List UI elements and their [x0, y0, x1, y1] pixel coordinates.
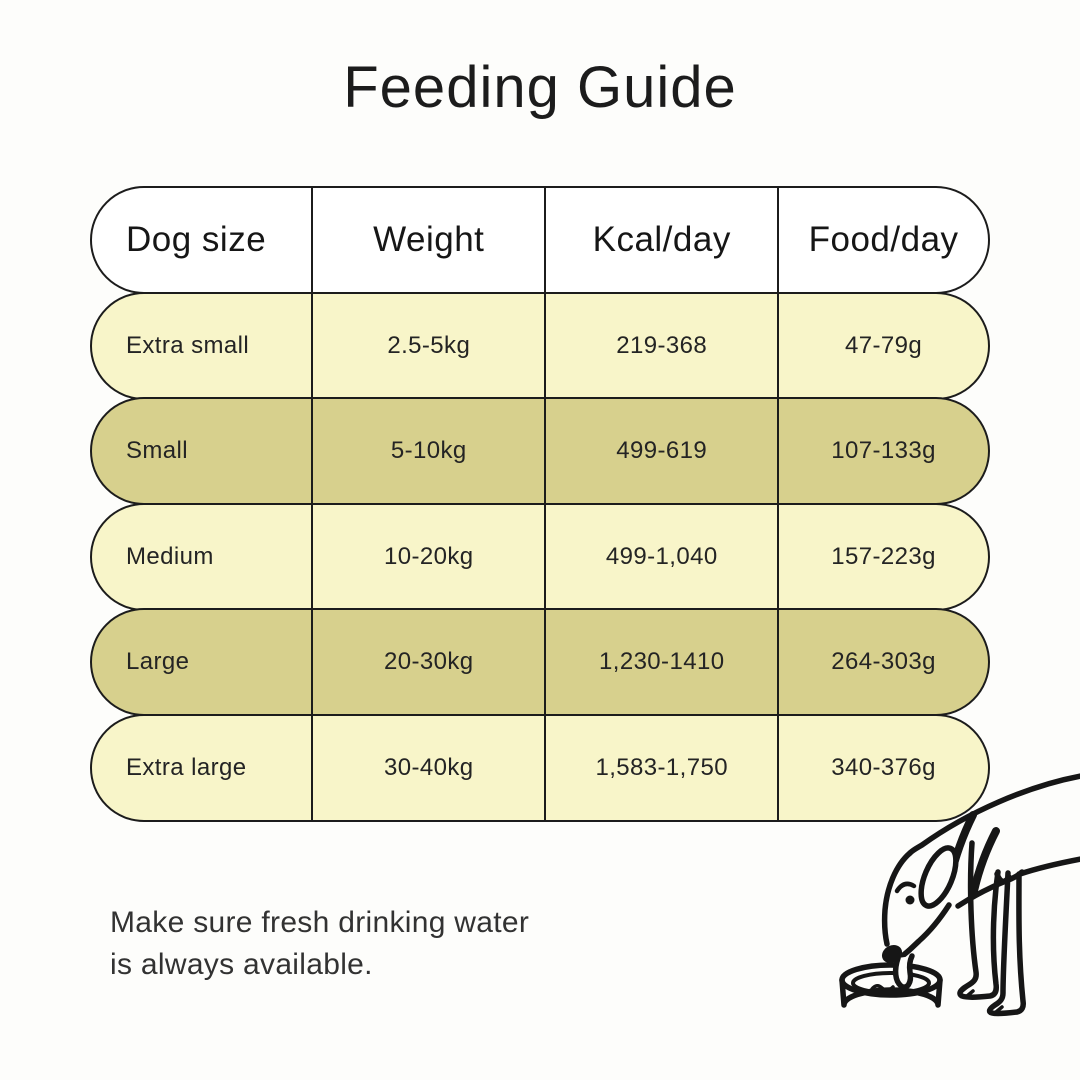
dog-cheek-line	[897, 902, 952, 961]
cell-dog-size: Large	[92, 610, 314, 714]
column-header-weight: Weight	[313, 188, 547, 292]
dog-drinking-illustration	[839, 773, 1080, 1017]
feeding-table: Dog size Weight Kcal/day Food/day Extra …	[90, 186, 990, 822]
dog-paw-toe-lines	[988, 1002, 1004, 1014]
cell-dog-size: Medium	[92, 504, 314, 609]
cell-food-day: 340-376g	[831, 753, 936, 781]
cell-weight: 30-40kg	[313, 715, 547, 820]
dog-front-leg-far	[986, 870, 1026, 1017]
column-header-kcal-day: Kcal/day	[546, 188, 780, 292]
dog-back-line	[907, 773, 1080, 856]
bowl-inner-rim	[851, 971, 931, 995]
table-header-row: Dog size Weight Kcal/day Food/day	[90, 186, 990, 294]
table-row-large: Large 20-30kg 1,230-1410 264-303g	[90, 608, 990, 716]
cell-weight: 2.5-5kg	[313, 293, 547, 398]
dog-nose	[881, 944, 903, 964]
dog-forehead-line	[881, 850, 913, 947]
cell-food-day: 107-133g	[831, 437, 936, 464]
cell-weight: 5-10kg	[313, 399, 547, 503]
water-squiggle	[870, 984, 895, 992]
table-row-extra-large: Extra large 30-40kg 1,583-1,750 340-376g	[90, 713, 990, 822]
cell-dog-size: Small	[92, 399, 314, 503]
cell-food-day: 157-223g	[831, 542, 936, 570]
table-row-small: Small 5-10kg 499-619 107-133g	[90, 397, 990, 505]
cell-food-day: 47-79g	[845, 331, 923, 359]
dog-tongue	[892, 953, 915, 990]
note-line-2: is always available.	[110, 948, 373, 981]
dog-paw-toe-lines	[959, 985, 975, 998]
dog-collar-band	[970, 827, 1000, 895]
dog-front-leg-near	[957, 840, 1001, 1000]
table-row-medium: Medium 10-20kg 499-1,040 157-223g	[90, 502, 990, 611]
cell-dog-size: Extra small	[92, 293, 314, 398]
water-bowl	[839, 962, 943, 1008]
dog-ear	[918, 845, 959, 909]
water-note: Make sure fresh drinking water is always…	[110, 902, 529, 986]
table-row-extra-small: Extra small 2.5-5kg 219-368 47-79g	[90, 291, 990, 400]
cell-weight: 10-20kg	[313, 504, 547, 609]
column-header-dog-size: Dog size	[92, 188, 314, 292]
cell-kcal-day: 499-1,040	[546, 504, 780, 609]
cell-kcal-day: 1,583-1,750	[546, 715, 780, 820]
column-header-food-day: Food/day	[808, 220, 959, 259]
cell-dog-size: Extra large	[92, 715, 314, 820]
cell-weight: 20-30kg	[313, 610, 547, 714]
cell-food-day: 264-303g	[831, 648, 936, 675]
dog-flank-line	[1017, 856, 1080, 877]
cell-kcal-day: 219-368	[546, 293, 780, 398]
cell-kcal-day: 1,230-1410	[546, 610, 780, 714]
note-line-1: Make sure fresh drinking water	[110, 906, 530, 939]
dog-eyebrow	[894, 881, 917, 894]
page-title: Feeding Guide	[343, 55, 737, 120]
cell-kcal-day: 499-619	[546, 399, 780, 503]
dog-eye	[905, 895, 915, 905]
dog-throat-line	[955, 869, 1025, 909]
